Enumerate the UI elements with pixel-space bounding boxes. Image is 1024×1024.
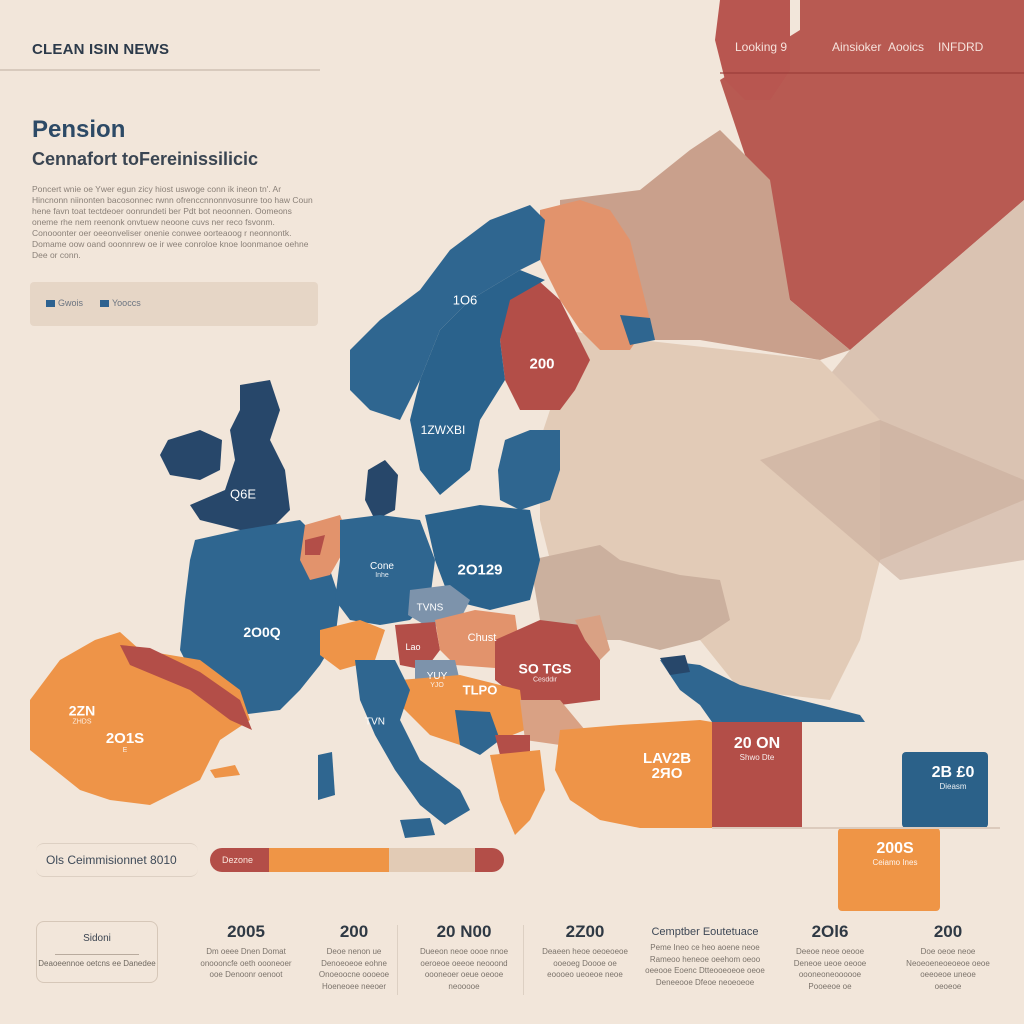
legend-label: Yooccs [112,298,141,308]
brand-logo[interactable]: CLEAN ISIN NEWS [32,41,170,58]
region-moldova-ua [575,615,610,660]
map-label-poland: 2O129 [457,561,503,579]
map-label-croatia: YUY YJO [426,671,448,689]
region-greece [490,750,545,835]
stat-block-blue: 2B £0 Dieasm [931,764,975,791]
region-switzerland [320,620,385,670]
map-label-germany: Cone Inhe [370,561,394,579]
map-label-italy: TVN [365,716,385,728]
region-romania [495,620,600,705]
bottom-stat: 2Ol6 Deeoe neoe oeooe Deneoe ueoe oeooe … [793,922,867,991]
map-label-romania: SO TGS Cesddir [518,660,572,684]
legend-swatch [46,299,55,307]
summary-card[interactable]: Sidoni Deaoeennoe oetcns ee Danedee [36,921,158,983]
nav-link-infdrd[interactable]: INFDRD [938,40,984,54]
stat-block-orange: 200S Ceiamo Ines [872,840,918,867]
map-label-finland: 200 [529,355,555,373]
region-denmark [365,460,398,520]
map-label-hungary: Chust [467,632,497,644]
region-turkey [555,720,712,828]
region-panel-east [760,420,1024,580]
legend-label: Gwois [58,298,84,308]
stat-block-blue-bg [902,752,988,828]
region-belgium [305,535,325,555]
summary-card-divider [55,954,139,955]
progress-label: Ols Ceimmisionnet 8010 [46,853,177,867]
legend-item: Yooccs [100,298,141,308]
region-benelux [300,515,350,580]
nav-divider [720,72,1024,74]
region-sardinia [318,752,335,800]
nav-link-aooics[interactable]: Aooics [888,40,925,54]
map-label-uk: Q6E [229,486,257,502]
map-legend: Gwois Yooccs [30,282,318,326]
stat-block-red-bg [712,722,802,828]
legend-swatch [100,299,109,307]
map-label-portugal: 2ZN ZHDS [68,702,96,726]
region-pyrenees-strip [120,645,252,730]
region-baltics [498,430,560,510]
region-sweden [410,270,545,495]
region-crimea [660,655,690,675]
column-divider [523,925,524,995]
map-label-serbia: TLPO [462,682,498,698]
page-subtitle: Cennafort toFereinissilicic [32,149,259,169]
region-france [180,520,340,715]
stat-block-orange-bg [838,828,940,911]
region-finland [500,282,590,410]
nav-link-looking[interactable]: Looking 9 [735,40,788,54]
bottom-stat: 200 Deoe nenon ue Denoeoeoe eohne Onoeoo… [318,922,390,991]
region-caucasus [660,660,865,722]
region-estonia [620,315,655,345]
region-karelia [540,200,650,350]
column-divider [397,925,398,995]
header-divider [0,69,320,71]
region-italy [355,660,470,825]
region-norway [350,205,545,420]
region-sicily [400,818,435,838]
region-balearic [210,765,240,778]
map-label-france: 2O0Q [243,624,281,640]
progress-label-box [36,843,198,877]
map-label-austria: Lao [405,642,421,652]
map-label-turkey: LAV2B 2ЯO [642,750,692,782]
stat-block-red: 20 ON Shwo Dte [733,735,781,762]
bottom-stat-text: Cemptber Eoutetuace Peme Ineo ce heo aoe… [645,926,765,987]
progress-segment [268,848,390,872]
map-label-czech: TVNS [416,602,444,614]
region-macedonia [495,735,530,755]
region-great-britain [190,380,290,530]
bottom-stat: 20 N00 Dueeon neoe oooe nnoe oeroeoe oee… [419,922,509,991]
progress-segment [474,848,504,872]
map-label-spain: 2O1S E [105,730,145,754]
progress-segment: Dezone [210,848,269,872]
region-ireland [160,430,222,480]
region-scandinavia-north [715,0,790,100]
nav-link-ainsioker[interactable]: Ainsioker [832,40,882,54]
map-label-sweden: 1ZWXBI [420,423,466,437]
progress-bar: Dezone [210,848,504,872]
map-label-norway: 1O6 [452,292,478,308]
region-serbia-bosnia [455,710,500,755]
progress-segment [389,848,475,872]
summary-card-title: Sidoni [83,933,111,944]
page-title: Pension [32,116,126,143]
summary-card-body: Deaoeennoe oetcns ee Danedee [38,959,156,968]
intro-paragraph: Poncert wnie oe Ywer egun zicy hiost usw… [32,184,313,260]
bottom-stat: 2005 Dm oeee Dnen Domat onoooncfe oeth o… [200,922,292,979]
bottom-stat: 200 Doe oeoe neoe Neoeoeneoeoeoe oeoe oe… [906,922,990,991]
legend-item: Gwois [46,298,83,308]
region-austria [395,622,440,670]
region-russia-gradient [720,0,1024,350]
region-poland [425,505,540,610]
bottom-stat: 2Z00 Deaeen heoe oeoeoeoe ooeoeg Doooe o… [542,922,628,979]
